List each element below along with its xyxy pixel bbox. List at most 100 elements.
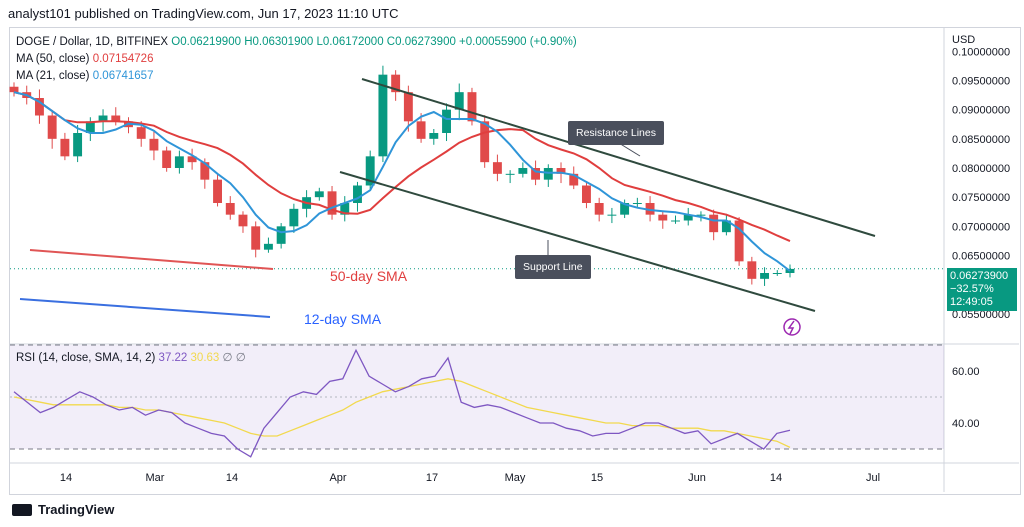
footer-brand[interactable]: TradingView <box>38 502 115 517</box>
ma50-legend[interactable]: MA (50, close) 0.07154726 <box>16 53 153 65</box>
candle-body <box>721 220 731 233</box>
date-tick-label: Jun <box>688 472 706 484</box>
candle-body <box>480 121 490 163</box>
candle-body <box>47 115 57 139</box>
candle-body <box>696 214 706 216</box>
candle-body <box>671 220 680 222</box>
candle-body <box>632 203 642 204</box>
candle-body <box>213 179 222 203</box>
candle-body <box>391 74 401 93</box>
candle-body <box>365 156 375 186</box>
symbol-name[interactable]: DOGE / Dollar, 1D, BITFINEX <box>16 36 169 48</box>
candle-body <box>442 109 451 133</box>
candle-body <box>111 115 121 122</box>
candle-body <box>416 121 426 139</box>
sma50-annotation: 50-day SMA <box>330 268 408 284</box>
price-tick-label: 0.07500000 <box>952 192 1010 204</box>
event-flash-icon <box>783 318 801 336</box>
candle-body <box>238 214 248 227</box>
support-callout: Support Line <box>515 255 591 279</box>
price-tick-label: 0.10000000 <box>952 46 1010 58</box>
ma21-value: 0.06741657 <box>92 70 154 82</box>
resistance-callout: Resistance Lines <box>568 121 664 145</box>
date-tick-label: Jul <box>866 472 880 484</box>
candle-body <box>174 156 184 168</box>
date-tick-label: 17 <box>426 472 438 484</box>
candle-body <box>136 127 146 139</box>
tradingview-logo-icon <box>12 503 32 516</box>
price-tick-label: 0.08000000 <box>952 163 1010 175</box>
candle-body <box>747 261 757 279</box>
candle-body <box>683 214 693 221</box>
candle-body <box>289 208 299 227</box>
candle-body <box>556 168 566 174</box>
price-change: −32.57% <box>950 283 994 295</box>
candle-body <box>531 168 541 180</box>
candle-body <box>467 92 477 122</box>
candle-body <box>353 185 362 203</box>
candle-body <box>645 203 655 215</box>
sma12-annotation-line <box>19 298 271 318</box>
candle-body <box>454 92 464 110</box>
date-tick-label: May <box>505 472 526 484</box>
candle-body <box>187 156 197 163</box>
candle-body <box>620 203 630 215</box>
candle-body <box>607 214 617 216</box>
candle-body <box>518 168 528 174</box>
support-channel-line <box>339 171 816 312</box>
sma50-annotation-line <box>29 249 274 270</box>
candle-body <box>9 86 19 93</box>
date-tick-label: 14 <box>60 472 72 484</box>
rsi-label: RSI (14, close, SMA, 14, 2) <box>16 352 156 364</box>
ohlc-values: O0.06219900 H0.06301900 L0.06172000 C0.0… <box>171 36 577 48</box>
candle-body <box>582 185 591 203</box>
ma21-label: MA (21, close) <box>16 70 90 82</box>
candle-body <box>314 191 324 198</box>
symbol-legend: DOGE / Dollar, 1D, BITFINEX O0.06219900 … <box>16 36 577 48</box>
last-price-tag: 0.06273900 −32.57% 12:49:05 <box>947 268 1017 311</box>
bar-countdown: 12:49:05 <box>950 296 993 308</box>
rsi-line <box>13 348 791 458</box>
footer: TradingView <box>12 502 114 517</box>
candle-body <box>149 138 159 151</box>
sma12-annotation: 12-day SMA <box>304 311 382 327</box>
candle-body <box>98 115 108 122</box>
candle-body <box>772 273 782 274</box>
rsi-legend[interactable]: RSI (14, close, SMA, 14, 2) 37.22 30.63 … <box>16 350 246 364</box>
date-tick-label: 15 <box>591 472 603 484</box>
candle-body <box>760 273 770 279</box>
ma50-value: 0.07154726 <box>92 53 154 65</box>
candle-body <box>225 203 235 215</box>
date-tick-label: 14 <box>226 472 238 484</box>
price-tick-label: 0.06500000 <box>952 251 1010 263</box>
candle-body <box>162 150 172 168</box>
candles-group <box>9 65 795 286</box>
ma21-line <box>13 91 791 272</box>
price-tick-label: 0.09500000 <box>952 76 1010 88</box>
candle-body <box>34 98 44 116</box>
candle-body <box>492 162 502 174</box>
candle-body <box>263 243 273 250</box>
candle-body <box>658 214 668 221</box>
candle-body <box>340 203 350 215</box>
rsi-value: 37.22 <box>158 352 188 364</box>
currency-label[interactable]: USD <box>952 34 976 46</box>
candle-body <box>85 121 95 133</box>
candle-body <box>734 220 744 262</box>
ma21-legend[interactable]: MA (21, close) 0.06741657 <box>16 70 153 82</box>
publication-header: analyst101 published on TradingView.com,… <box>8 6 399 21</box>
rsi-marks: ∅ ∅ <box>222 352 246 364</box>
chart-frame <box>9 27 1021 495</box>
candle-body <box>505 173 515 175</box>
rsi-sma-value: 30.63 <box>190 352 220 364</box>
resistance-channel-line <box>361 78 876 237</box>
rsi-tick-label: 60.00 <box>952 366 980 378</box>
ma50-line <box>13 91 791 243</box>
rsi-sma-line <box>13 378 791 448</box>
candle-body <box>73 133 83 157</box>
date-tick-label: Mar <box>146 472 165 484</box>
candle-body <box>429 133 439 139</box>
price-tick-label: 0.07000000 <box>952 221 1010 233</box>
candle-body <box>276 226 286 244</box>
